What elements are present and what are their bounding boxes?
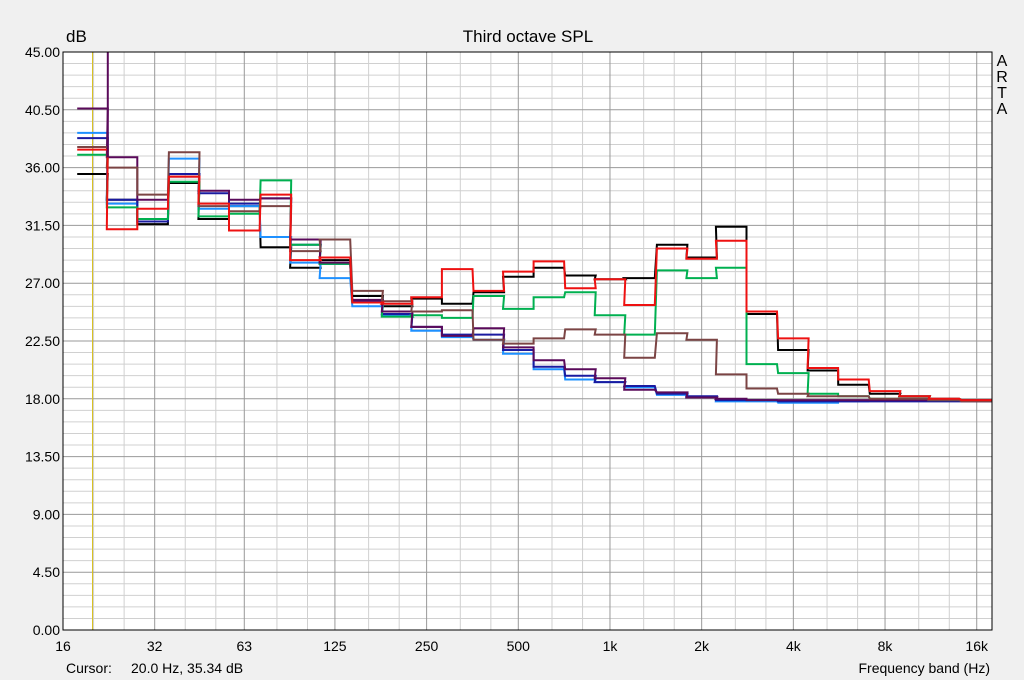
y-tick-label: 0.00 (33, 622, 60, 638)
x-tick-label: 1k (603, 638, 619, 654)
plot-area[interactable]: 0.00 4.50 9.00 13.50 18.00 22.50 27.00 31.50 36.… (25, 44, 993, 654)
x-tick-label: 8k (878, 638, 894, 654)
x-tick-label: 4k (786, 638, 802, 654)
series-line-7 (77, 148, 992, 402)
x-tick-label: 16 (55, 638, 71, 654)
cursor-readout: 20.0 Hz, 35.34 dB (131, 660, 243, 676)
plot-border (62, 51, 993, 631)
series-line-5 (77, 107, 992, 402)
y-tick-label: 45.00 (25, 44, 60, 60)
x-tick-label: 500 (507, 638, 531, 654)
x-tick-label: 16k (965, 638, 989, 654)
x-tick-label: 63 (236, 638, 252, 654)
y-tick-label: 13.50 (25, 449, 60, 465)
y-unit-label: dB (66, 27, 87, 46)
brand-letter: T (997, 85, 1007, 102)
y-tick-label: 4.50 (33, 564, 60, 580)
y-tick-label: 40.50 (25, 102, 60, 118)
y-tick-label: 36.00 (25, 160, 60, 176)
y-tick-label: 31.50 (25, 217, 60, 233)
y-tick-label: 9.00 (33, 506, 60, 522)
x-tick-label: 32 (147, 638, 163, 654)
brand-letter: A (997, 53, 1008, 70)
y-tick-label: 22.50 (25, 333, 60, 349)
x-tick-label: 250 (415, 638, 439, 654)
brand-letter: A (997, 101, 1008, 118)
y-tick-label: 27.00 (25, 275, 60, 291)
x-tick-label: 125 (323, 638, 347, 654)
x-tick-label: 2k (694, 638, 710, 654)
brand-letter: R (996, 69, 1008, 86)
cursor-label: Cursor: (66, 660, 112, 676)
chart-title: Third octave SPL (463, 27, 593, 46)
x-axis-label: Frequency band (Hz) (858, 660, 990, 676)
y-tick-label: 18.00 (25, 391, 60, 407)
